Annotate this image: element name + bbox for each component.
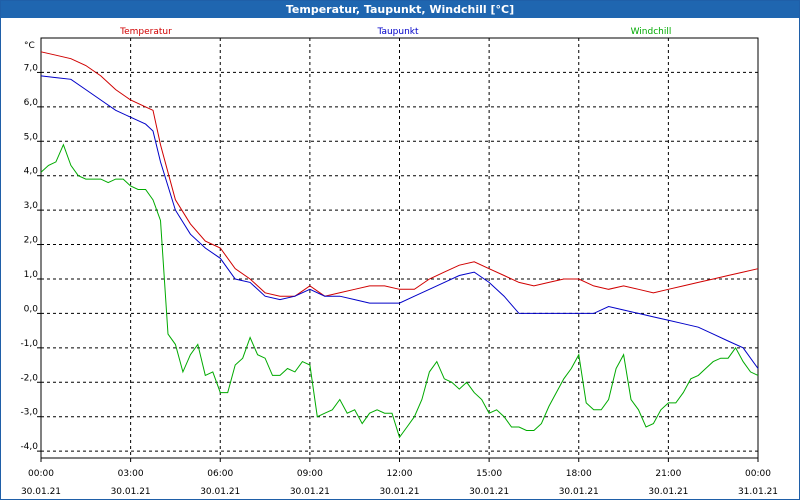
y-tick-label: 4,0 <box>24 167 39 177</box>
x-tick-label-date: 30.01.21 <box>200 487 240 497</box>
window-title: Temperatur, Taupunkt, Windchill [°C] <box>1 1 799 18</box>
y-tick-label: 6,0 <box>24 98 39 108</box>
x-tick-label-date: 30.01.21 <box>648 487 688 497</box>
x-tick-label-time: 15:00 <box>476 469 502 479</box>
y-tick-label: 2,0 <box>24 236 39 246</box>
x-tick-label-date: 30.01.21 <box>469 487 509 497</box>
x-tick-label-time: 12:00 <box>387 469 413 479</box>
x-tick-label-time: 00:00 <box>745 469 771 479</box>
chart-lines <box>40 51 759 439</box>
y-tick-label: 7,0 <box>24 63 39 73</box>
legend-item-taupunkt: Taupunkt <box>376 27 419 37</box>
y-tick-label: 5,0 <box>24 132 39 142</box>
x-tick-label-date: 31.01.21 <box>738 487 778 497</box>
chart-grid <box>41 38 758 458</box>
x-tick-label-time: 18:00 <box>566 469 592 479</box>
y-tick-label: 3,0 <box>24 201 39 211</box>
y-tick-label: -3,0 <box>20 408 38 418</box>
legend-item-temperatur: Temperatur <box>119 27 172 37</box>
y-tick-label: 1,0 <box>24 270 39 280</box>
y-axis: 7,0 6,0 5,0 4,0 3,0 2,0 1,0 0,0 -1,0 -2,0 -3,0 -4,0… <box>20 41 41 452</box>
series-line-taupunkt <box>40 75 759 369</box>
x-tick-label-date: 30.01.21 <box>559 487 599 497</box>
x-axis: 00:00 30.01.21 03:00 30.01.21 06:00 30.01.21 0… <box>21 458 778 497</box>
chart-legend: Temperatur Taupunkt Windchill <box>119 27 671 37</box>
y-tick-label: -4,0 <box>20 442 38 452</box>
x-tick-label-time: 03:00 <box>118 469 144 479</box>
x-tick-label-date: 30.01.21 <box>21 487 61 497</box>
y-tick-label: -2,0 <box>20 373 38 383</box>
y-axis-unit: °C <box>24 41 35 51</box>
line-chart: 7,0 6,0 5,0 4,0 3,0 2,0 1,0 0,0 -1,0 -2,0 -3,0 -4,0… <box>20 27 778 497</box>
legend-item-windchill: Windchill <box>631 27 672 37</box>
x-tick-label-date: 30.01.21 <box>379 487 419 497</box>
y-tick-label: -1,0 <box>20 339 38 349</box>
series-line-temperatur <box>40 51 759 297</box>
series-line-windchill <box>40 143 759 439</box>
x-tick-label-time: 21:00 <box>655 469 681 479</box>
x-tick-label-time: 06:00 <box>207 469 233 479</box>
x-tick-label-date: 30.01.21 <box>290 487 330 497</box>
x-tick-label-date: 30.01.21 <box>111 487 151 497</box>
x-tick-label-time: 00:00 <box>28 469 54 479</box>
x-tick-label-time: 09:00 <box>297 469 323 479</box>
y-tick-label: 0,0 <box>24 304 39 314</box>
